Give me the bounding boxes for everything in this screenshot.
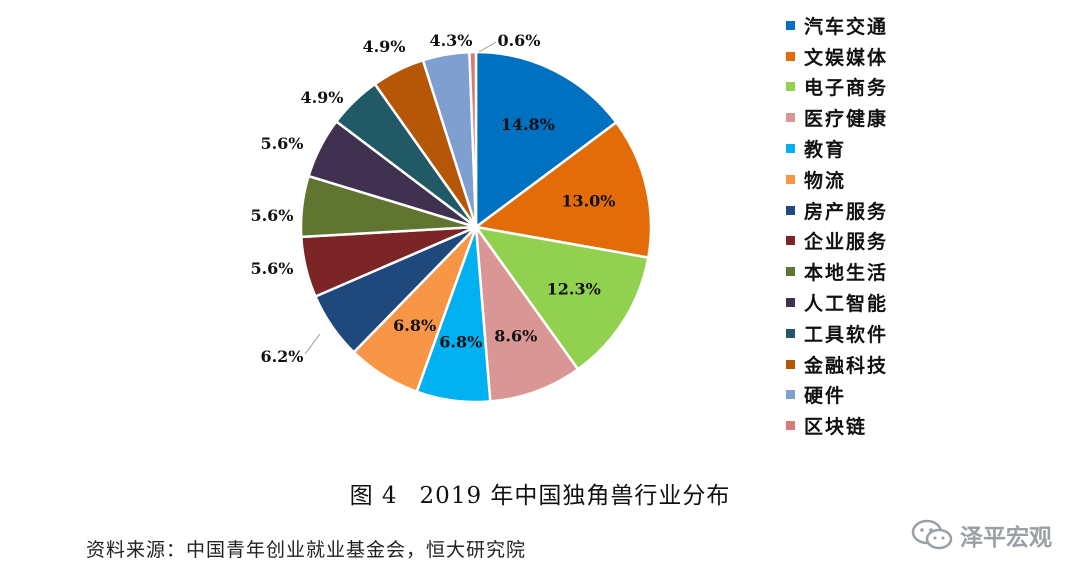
data-label-8: 5.6% [250, 259, 293, 278]
data-label-9: 5.6% [250, 206, 293, 225]
legend-label: 金融科技 [804, 354, 889, 377]
legend-item: 房产服务 [786, 195, 888, 226]
legend-item: 教育 [786, 133, 888, 164]
legend-swatch [786, 390, 795, 400]
figure-title: 2019 年中国独角兽行业分布 [419, 483, 731, 509]
legend-item: 医疗健康 [786, 102, 888, 133]
legend-swatch [786, 82, 795, 92]
data-label-3: 12.3% [547, 280, 601, 299]
pie-slice-2 [472, 120, 653, 260]
leader-line-14 [478, 41, 497, 53]
data-label-13: 4.3% [429, 31, 472, 50]
legend-label: 物流 [804, 169, 847, 192]
pie-slice-14 [468, 50, 478, 228]
legend-label: 硬件 [804, 385, 847, 408]
source-note: 资料来源：中国青年创业就业基金会，恒大研究院 [86, 539, 527, 561]
pie-slice-3 [473, 225, 650, 371]
legend-swatch [786, 421, 795, 431]
legend-label: 文娱媒体 [804, 46, 889, 69]
legend-label: 电子商务 [804, 77, 889, 100]
data-label-7: 6.2% [260, 347, 303, 366]
legend-item: 人工智能 [786, 287, 888, 318]
legend-label: 区块链 [804, 416, 868, 439]
legend-item: 区块链 [786, 410, 888, 441]
wechat-icon [911, 519, 953, 550]
legend-item: 电子商务 [786, 72, 888, 103]
pie-slice-4 [474, 222, 580, 403]
data-label-11: 4.9% [300, 88, 343, 107]
legend-label: 工具软件 [804, 323, 889, 346]
legend-item: 汽车交通 [786, 10, 888, 41]
data-label-2: 13.0% [561, 191, 615, 210]
legend-swatch [786, 144, 795, 154]
legend-label: 汽车交通 [804, 15, 889, 38]
watermark-text: 泽平宏观 [960, 525, 1052, 551]
data-label-5: 6.8% [439, 333, 482, 352]
legend-item: 物流 [786, 164, 888, 195]
legend-label: 房产服务 [804, 200, 889, 223]
legend-swatch [786, 236, 795, 246]
leader-line-7 [304, 333, 321, 355]
legend-item: 文娱媒体 [786, 41, 888, 72]
legend-swatch [786, 20, 795, 30]
data-label-14: 0.6% [497, 31, 540, 50]
legend-item: 企业服务 [786, 226, 888, 257]
figure-number: 图 4 [349, 483, 398, 509]
legend-item: 金融科技 [786, 349, 888, 380]
legend-label: 本地生活 [804, 262, 889, 285]
legend-label: 人工智能 [804, 293, 889, 316]
figure-caption: 图 4 2019 年中国独角兽行业分布 [0, 476, 1080, 510]
legend-swatch [786, 205, 795, 215]
legend-swatch [786, 298, 795, 308]
legend-label: 企业服务 [804, 231, 889, 254]
pie-chart: 14.8% 13.0% 12.3% 8.6% 6.8%6.8% 6.2% 5.6% 5.6% 5… [250, 31, 653, 404]
watermark: 泽平宏观 [910, 518, 1052, 552]
legend-swatch [786, 328, 795, 338]
legend-item: 本地生活 [786, 256, 888, 287]
data-label-6: 6.8% [393, 316, 436, 335]
data-label-12: 4.9% [362, 37, 405, 56]
chart-legend: 汽车交通文娱媒体电子商务医疗健康教育物流房产服务企业服务本地生活人工智能工具软件… [786, 10, 888, 441]
legend-label: 医疗健康 [804, 108, 889, 131]
legend-item: 硬件 [786, 380, 888, 411]
legend-swatch [786, 51, 795, 61]
legend-item: 工具软件 [786, 318, 888, 349]
data-label-1: 14.8% [501, 115, 555, 134]
legend-swatch [786, 267, 795, 277]
legend-swatch [786, 113, 795, 123]
legend-swatch [786, 174, 795, 184]
data-label-10: 5.6% [260, 134, 303, 153]
data-label-4: 8.6% [494, 326, 537, 345]
legend-swatch [786, 359, 795, 369]
pie-slice-1 [474, 50, 619, 230]
legend-label: 教育 [804, 139, 847, 162]
